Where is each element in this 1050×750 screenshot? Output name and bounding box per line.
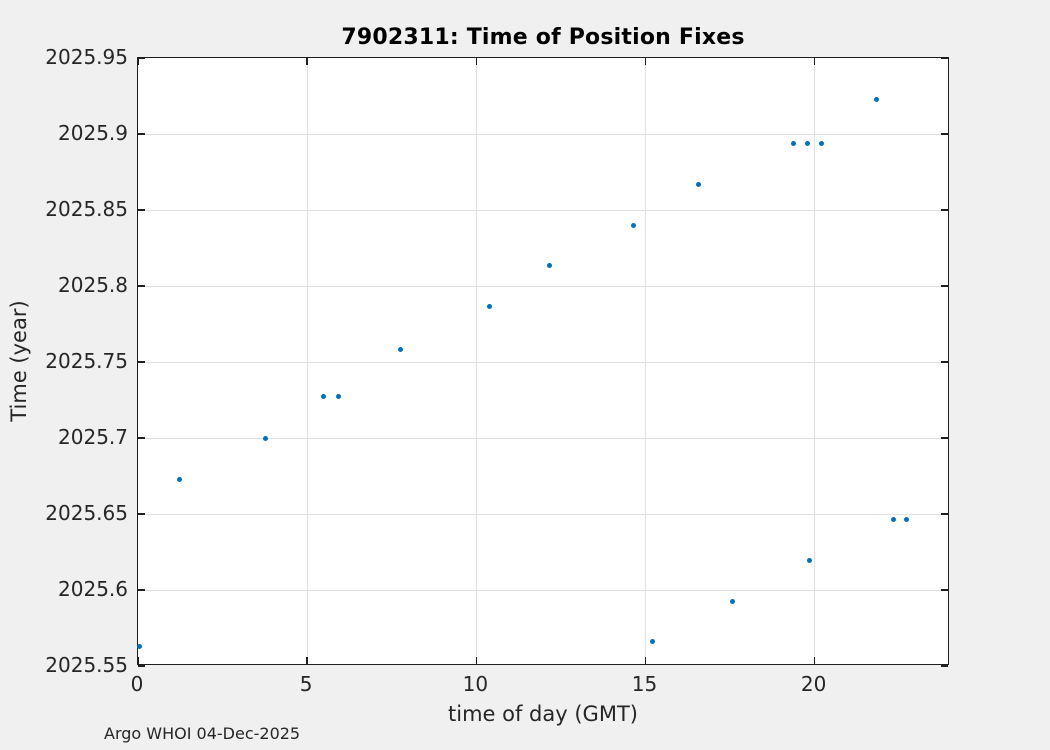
y-tick-mark (941, 285, 948, 287)
x-tick-mark (644, 657, 647, 664)
y-tick-mark (941, 437, 948, 439)
horizontal-gridline (138, 285, 948, 287)
horizontal-gridline (138, 437, 948, 439)
x-axis-label: time of day (GMT) (448, 702, 638, 726)
data-point (818, 140, 824, 146)
y-tick-label: 2025.8 (58, 273, 128, 297)
y-tick-mark (138, 361, 145, 363)
y-tick-mark (941, 361, 948, 363)
x-tick-mark (813, 58, 816, 65)
y-tick-label: 2025.85 (45, 197, 128, 221)
vertical-gridline (306, 58, 308, 664)
y-tick-mark (138, 437, 145, 439)
x-tick-label: 10 (462, 672, 489, 696)
x-tick-mark (813, 657, 816, 664)
data-point (790, 140, 796, 146)
data-point (696, 181, 702, 187)
data-point (890, 516, 896, 522)
y-tick-label: 2025.6 (58, 577, 128, 601)
y-tick-mark (138, 665, 145, 667)
x-tick-mark (137, 657, 139, 664)
horizontal-gridline (138, 133, 948, 135)
y-tick-label: 2025.7 (58, 425, 128, 449)
horizontal-gridline (138, 209, 948, 211)
vertical-gridline (475, 58, 477, 664)
data-point (631, 222, 637, 228)
vertical-gridline (814, 58, 816, 664)
x-tick-mark (475, 58, 478, 65)
y-tick-mark (941, 589, 948, 591)
x-tick-mark (306, 657, 308, 664)
data-point (263, 436, 269, 442)
y-tick-label: 2025.9 (58, 121, 128, 145)
data-point (320, 394, 326, 400)
y-tick-mark (138, 589, 145, 591)
horizontal-gridline (138, 361, 948, 363)
x-tick-mark (644, 58, 647, 65)
plot-area (137, 57, 949, 667)
data-point (804, 140, 810, 146)
footer-annotation: Argo WHOI 04-Dec-2025 (104, 724, 301, 743)
x-tick-label: 5 (299, 672, 313, 696)
y-tick-mark (941, 209, 948, 211)
x-tick-mark (306, 58, 308, 65)
y-tick-label: 2025.55 (45, 653, 128, 677)
data-point (650, 639, 656, 645)
x-tick-label: 15 (631, 672, 658, 696)
x-tick-label: 0 (130, 672, 144, 696)
horizontal-gridline (138, 513, 948, 515)
x-tick-label: 20 (800, 672, 827, 696)
data-point (874, 97, 880, 103)
y-tick-mark (138, 133, 145, 135)
y-tick-mark (138, 513, 145, 515)
y-tick-label: 2025.95 (45, 45, 128, 69)
data-point (903, 516, 909, 522)
y-tick-mark (138, 57, 145, 59)
y-tick-label: 2025.65 (45, 501, 128, 525)
y-tick-mark (941, 665, 948, 667)
y-tick-mark (941, 57, 948, 59)
horizontal-gridline (138, 589, 948, 591)
data-point (729, 598, 735, 604)
x-tick-mark (137, 58, 139, 65)
vertical-gridline (645, 58, 646, 664)
data-point (336, 394, 342, 400)
data-point (807, 557, 813, 563)
y-tick-mark (138, 209, 145, 211)
data-point (486, 304, 492, 310)
data-point (546, 262, 552, 268)
chart-title: 7902311: Time of Position Fixes (341, 25, 745, 50)
y-tick-mark (138, 285, 145, 287)
y-tick-label: 2025.75 (45, 349, 128, 373)
data-point (177, 477, 183, 483)
y-tick-mark (941, 133, 948, 135)
data-point (398, 346, 404, 352)
data-point (137, 643, 143, 649)
y-tick-mark (941, 513, 948, 515)
x-tick-mark (475, 657, 478, 664)
